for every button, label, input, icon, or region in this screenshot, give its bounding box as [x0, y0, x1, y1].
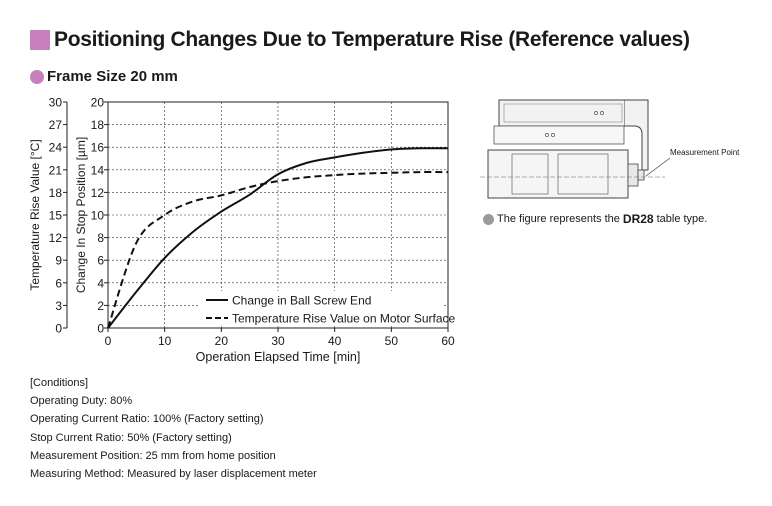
x-axis-tick-label: 40 — [328, 334, 342, 348]
legend-label-1: Change in Ball Screw End — [232, 294, 371, 308]
right-axis-tick-label: 10 — [91, 209, 105, 223]
measurement-point-label: Measurement Point — [670, 148, 740, 157]
left-axis-tick-label: 0 — [55, 322, 62, 336]
condition-measuring-method: Measuring Method: Measured by laser disp… — [30, 468, 317, 481]
right-axis-tick-label: 4 — [97, 276, 104, 290]
right-axis-tick-label: 6 — [97, 254, 104, 268]
x-axis-tick-label: 10 — [158, 334, 172, 348]
conditions-heading: [Conditions] — [30, 377, 89, 389]
condition-current-ratio: Operating Current Ratio: 100% (Factory s… — [30, 413, 264, 426]
x-axis-label: Operation Elapsed Time [min] — [196, 350, 361, 364]
legend-box — [200, 291, 444, 325]
figure-caption: The figure represents the DR28 table typ… — [483, 212, 707, 226]
right-axis-tick-label: 0 — [97, 322, 104, 336]
bullet-circle-icon — [30, 69, 44, 84]
condition-stop-current: Stop Current Ratio: 50% (Factory setting… — [30, 431, 232, 444]
conditions-block: [Conditions] Operating Duty: 80% Operati… — [30, 374, 317, 483]
x-axis-tick-label: 60 — [441, 334, 455, 348]
condition-measurement-position: Measurement Position: 25 mm from home po… — [30, 449, 276, 462]
left-axis-tick-label: 9 — [55, 254, 62, 268]
x-axis-tick-label: 30 — [271, 334, 285, 348]
left-axis-tick-label: 18 — [49, 186, 63, 200]
x-axis-tick-label: 50 — [385, 334, 399, 348]
left-axis-tick-label: 15 — [49, 209, 63, 223]
left-axis-tick-label: 24 — [49, 141, 63, 155]
bullet-circle-icon — [483, 213, 494, 225]
caption-pre: The figure represents the — [497, 213, 620, 225]
condition-operating-duty: Operating Duty: 80% — [30, 395, 133, 408]
page-title: Positioning Changes Due to Temperature R… — [30, 28, 690, 52]
caption-model: DR28 — [622, 212, 654, 226]
left-axis-tick-label: 12 — [49, 231, 63, 245]
right-axis-tick-label: 16 — [91, 141, 105, 155]
left-axis-tick-label: 30 — [49, 96, 63, 110]
right-axis-tick-label: 18 — [91, 118, 105, 132]
left-axis-tick-label: 6 — [55, 276, 62, 290]
left-axis-label: Temperature Rise Value [°C] — [28, 139, 42, 290]
right-axis-tick-label: 14 — [91, 163, 105, 177]
title-square-icon — [30, 30, 50, 50]
caption-post: table type. — [656, 213, 708, 225]
right-axis-tick-label: 20 — [91, 96, 105, 110]
title-text: Positioning Changes Due to Temperature R… — [54, 28, 690, 51]
x-axis-tick-label: 0 — [105, 334, 112, 348]
series-line-1 — [107, 147, 449, 329]
x-axis-tick-label: 20 — [215, 334, 229, 348]
right-axis-tick-label: 12 — [91, 186, 105, 200]
left-axis-tick-label: 21 — [49, 163, 63, 177]
left-axis-tick-label: 3 — [55, 299, 62, 313]
left-axis-tick-label: 27 — [49, 118, 63, 132]
dr28-product-figure — [480, 99, 670, 199]
right-axis-tick-label: 8 — [97, 231, 104, 245]
right-axis-label: Change In Stop Position [µm] — [74, 137, 88, 293]
section-subtitle: Frame Size 20 mm — [30, 68, 178, 85]
series-line-2 — [107, 171, 449, 329]
right-axis-tick-label: 2 — [97, 299, 104, 313]
subtitle-text: Frame Size 20 mm — [47, 68, 178, 85]
legend-label-2: Temperature Rise Value on Motor Surface — [232, 312, 456, 326]
